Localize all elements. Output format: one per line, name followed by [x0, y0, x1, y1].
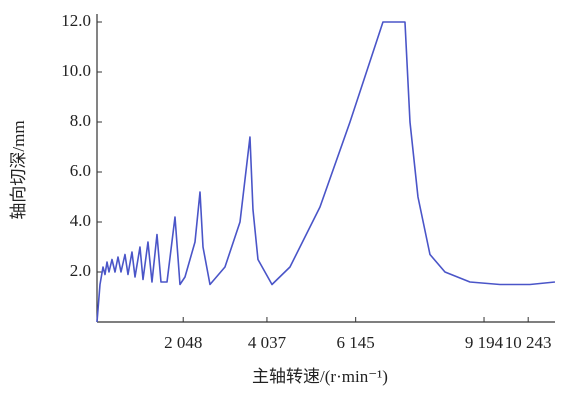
- x-tick-label: 6 145: [337, 333, 375, 352]
- y-tick-label: 10.0: [61, 61, 91, 80]
- x-axis-label: 主轴转速/(r·min⁻¹): [252, 367, 388, 386]
- y-tick-label: 2.0: [70, 261, 91, 280]
- x-tick-label: 4 037: [248, 333, 287, 352]
- y-tick-label: 4.0: [70, 211, 91, 230]
- x-tick-label: 9 194: [465, 333, 504, 352]
- line-series: [96, 21, 556, 323]
- y-tick-label: 12.0: [61, 11, 91, 30]
- y-axis-label: 轴向切深/mm: [9, 120, 28, 219]
- y-tick-label: 8.0: [70, 111, 91, 130]
- y-tick-label: 6.0: [70, 161, 91, 180]
- x-tick-label: 10 243: [505, 333, 552, 352]
- x-tick-label: 2 048: [164, 333, 202, 352]
